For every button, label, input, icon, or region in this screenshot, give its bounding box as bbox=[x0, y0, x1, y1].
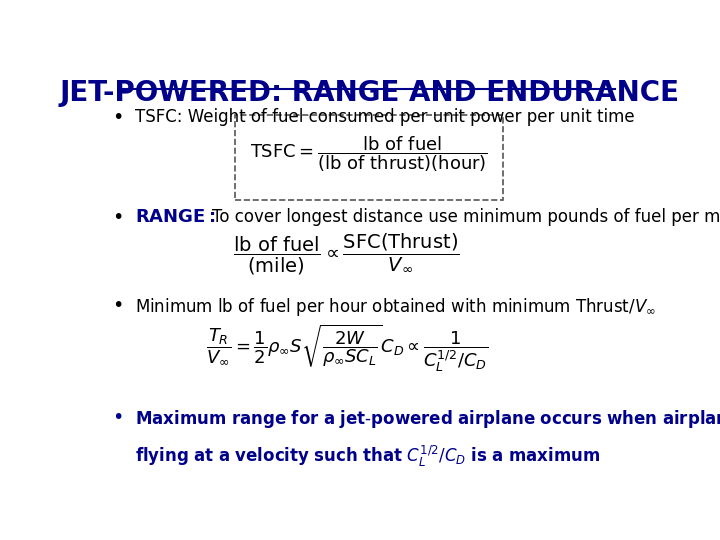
Text: $\mathrm{TSFC} = \dfrac{\mathrm{lb\ of\ fuel}}{\mathrm{(lb\ of\ thrust)(hour)}}$: $\mathrm{TSFC} = \dfrac{\mathrm{lb\ of\ … bbox=[250, 134, 488, 174]
Text: $\mathbf{Maximum\ range\ for\ a\ jet\text{-}powered\ airplane\ occurs\ when\ air: $\mathbf{Maximum\ range\ for\ a\ jet\tex… bbox=[135, 408, 720, 469]
Text: •: • bbox=[112, 208, 124, 227]
Text: $\dfrac{T_R}{V_\infty} = \dfrac{1}{2}\rho_\infty S\sqrt{\dfrac{2W}{\rho_\infty S: $\dfrac{T_R}{V_\infty} = \dfrac{1}{2}\rh… bbox=[206, 322, 487, 374]
Text: •: • bbox=[112, 295, 124, 315]
Text: Minimum lb of fuel per hour obtained with minimum Thrust/$V_\infty$: Minimum lb of fuel per hour obtained wit… bbox=[135, 295, 656, 318]
Text: •: • bbox=[112, 408, 124, 427]
Text: To cover longest distance use minimum pounds of fuel per mile: To cover longest distance use minimum po… bbox=[212, 208, 720, 226]
Text: •: • bbox=[112, 109, 124, 127]
Text: $\dfrac{\mathrm{lb\ of\ fuel}}{\mathrm{(mile)}} \propto \dfrac{\mathrm{SFC(Thrus: $\dfrac{\mathrm{lb\ of\ fuel}}{\mathrm{(… bbox=[233, 232, 460, 276]
Text: TSFC: Weight of fuel consumed per unit power per unit time: TSFC: Weight of fuel consumed per unit p… bbox=[135, 109, 634, 126]
Text: JET-POWERED: RANGE AND ENDURANCE: JET-POWERED: RANGE AND ENDURANCE bbox=[59, 79, 679, 107]
Text: $\mathbf{RANGE:}$: $\mathbf{RANGE:}$ bbox=[135, 208, 215, 226]
FancyBboxPatch shape bbox=[235, 114, 503, 200]
